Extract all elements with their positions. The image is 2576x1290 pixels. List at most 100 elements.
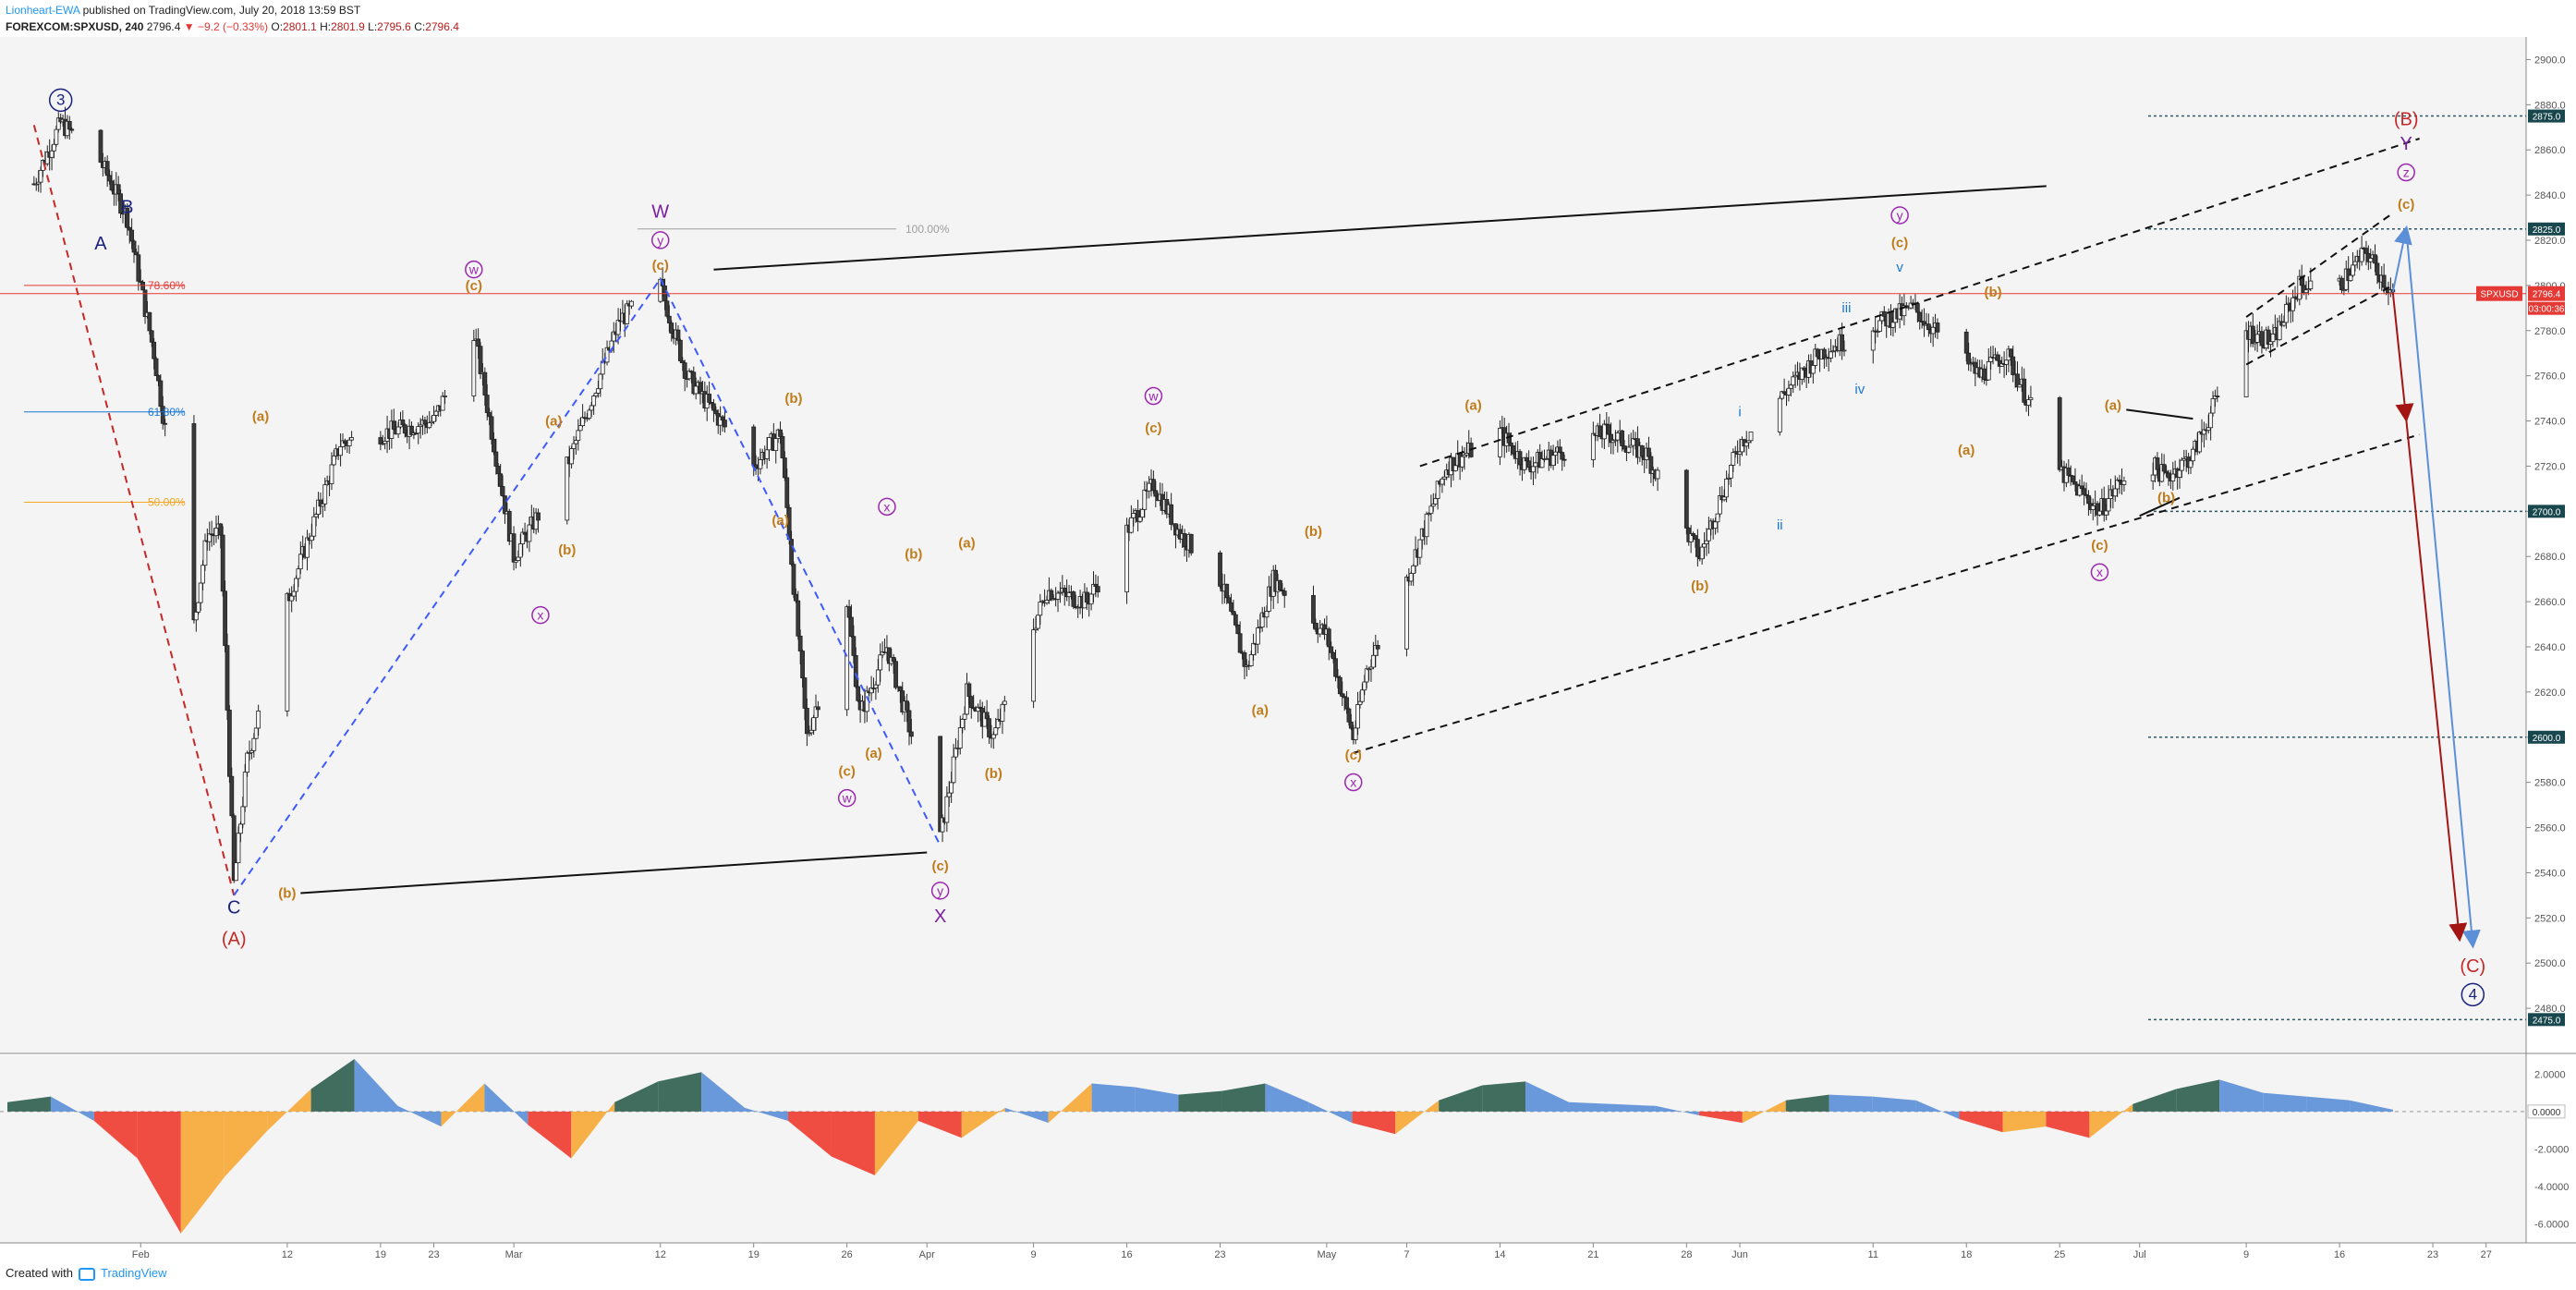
oscillator-segment bbox=[2263, 1092, 2307, 1112]
candle bbox=[1729, 465, 1733, 479]
candle bbox=[1231, 611, 1236, 615]
symbol-tag bbox=[2476, 286, 2522, 301]
oscillator-segment bbox=[1004, 1107, 1049, 1124]
oscillator-segment bbox=[50, 1096, 94, 1122]
candle bbox=[1717, 495, 1722, 515]
candle bbox=[1930, 326, 1936, 335]
time-tick-label: 25 bbox=[2054, 1249, 2065, 1260]
wave-label: (a) bbox=[1464, 397, 1481, 413]
candle bbox=[1706, 529, 1711, 542]
price-tick-label: 2640.0 bbox=[2534, 642, 2566, 653]
wave-label: x bbox=[2096, 565, 2103, 579]
candle bbox=[1362, 681, 1367, 691]
candle bbox=[1248, 653, 1254, 666]
countdown-label: 03:00:36 bbox=[2529, 305, 2565, 315]
candle bbox=[422, 420, 428, 425]
candle bbox=[1062, 587, 1067, 593]
candle bbox=[1601, 423, 1607, 440]
candle bbox=[938, 736, 943, 833]
candle bbox=[98, 129, 103, 163]
candle bbox=[968, 696, 974, 709]
tradingview-brand[interactable]: TradingView bbox=[100, 1266, 167, 1280]
candle bbox=[1606, 424, 1611, 435]
candle bbox=[2268, 341, 2273, 345]
author-link[interactable]: Lionheart-EWA bbox=[6, 4, 80, 17]
candle bbox=[604, 347, 610, 363]
oscillator-segment bbox=[1698, 1111, 1743, 1124]
candle bbox=[2250, 325, 2255, 345]
candle bbox=[487, 412, 492, 418]
wave-label: (c) bbox=[466, 278, 482, 294]
candle bbox=[202, 540, 208, 566]
price-chart[interactable]: 2900.02880.02860.02840.02820.02800.02780… bbox=[0, 37, 2576, 1261]
candle bbox=[495, 466, 501, 475]
oscillator-segment bbox=[1048, 1083, 1092, 1124]
candle bbox=[2004, 359, 2009, 365]
candle bbox=[1259, 612, 1265, 628]
candle bbox=[2086, 494, 2091, 505]
wave-label: z bbox=[2403, 165, 2410, 180]
projection-arrow bbox=[2405, 228, 2481, 949]
candle bbox=[152, 341, 157, 359]
candle bbox=[1693, 535, 1698, 541]
low-label: L: bbox=[368, 20, 378, 33]
candle bbox=[2308, 280, 2314, 289]
candle bbox=[666, 315, 672, 323]
candle bbox=[1777, 397, 1782, 432]
candle bbox=[1226, 597, 1232, 603]
candle bbox=[629, 300, 634, 307]
oscillator-segment bbox=[2350, 1100, 2393, 1112]
candle bbox=[587, 409, 592, 419]
candle bbox=[395, 426, 401, 435]
candle bbox=[229, 775, 235, 817]
candle bbox=[156, 375, 161, 382]
candle bbox=[2368, 258, 2374, 262]
candle bbox=[1451, 456, 1456, 471]
candle bbox=[516, 556, 521, 561]
candle bbox=[163, 422, 168, 425]
candle bbox=[1430, 504, 1436, 507]
candle bbox=[1433, 498, 1439, 505]
candle bbox=[966, 683, 972, 698]
oscillator-segment bbox=[1655, 1105, 1699, 1115]
oscillator-segment bbox=[1482, 1081, 1526, 1112]
wave-label-circle bbox=[650, 231, 670, 249]
oscillator-segment bbox=[224, 1111, 268, 1177]
price-tick-label: 2620.0 bbox=[2534, 688, 2566, 699]
published-text: published on TradingView.com, July 20, 2… bbox=[82, 4, 361, 17]
candle bbox=[311, 516, 317, 537]
trend-line bbox=[233, 277, 662, 896]
candle bbox=[853, 654, 858, 688]
candle bbox=[240, 806, 246, 825]
candle bbox=[1229, 602, 1233, 612]
fib-label: 100.00% bbox=[905, 223, 950, 236]
candle bbox=[1044, 600, 1050, 603]
time-tick-label: Apr bbox=[919, 1249, 935, 1260]
candle bbox=[1655, 469, 1660, 480]
candle bbox=[1142, 489, 1148, 510]
oscillator-segment bbox=[1525, 1081, 1570, 1112]
candle bbox=[2215, 396, 2220, 397]
candle bbox=[1840, 334, 1845, 352]
candle bbox=[782, 457, 787, 479]
candle bbox=[1440, 478, 1445, 485]
candle bbox=[897, 686, 903, 692]
candle bbox=[1748, 432, 1754, 442]
candle bbox=[1348, 721, 1354, 729]
candle bbox=[245, 752, 250, 773]
wave-label-circle bbox=[48, 88, 73, 113]
wave-label: (a) bbox=[1958, 443, 1975, 458]
candle bbox=[565, 456, 570, 521]
candle bbox=[1084, 591, 1089, 602]
level-tag-label: 2700.0 bbox=[2533, 507, 2561, 517]
candle bbox=[2071, 475, 2076, 482]
candle bbox=[1986, 360, 1991, 381]
candle bbox=[331, 455, 336, 466]
price-tick-label: 2820.0 bbox=[2534, 236, 2566, 247]
open-value: 2801.1 bbox=[283, 20, 317, 33]
candle bbox=[285, 592, 290, 712]
wave-label: (C) bbox=[2460, 956, 2485, 977]
candle bbox=[1128, 517, 1134, 533]
candle bbox=[1786, 387, 1792, 396]
candle bbox=[1242, 651, 1247, 667]
